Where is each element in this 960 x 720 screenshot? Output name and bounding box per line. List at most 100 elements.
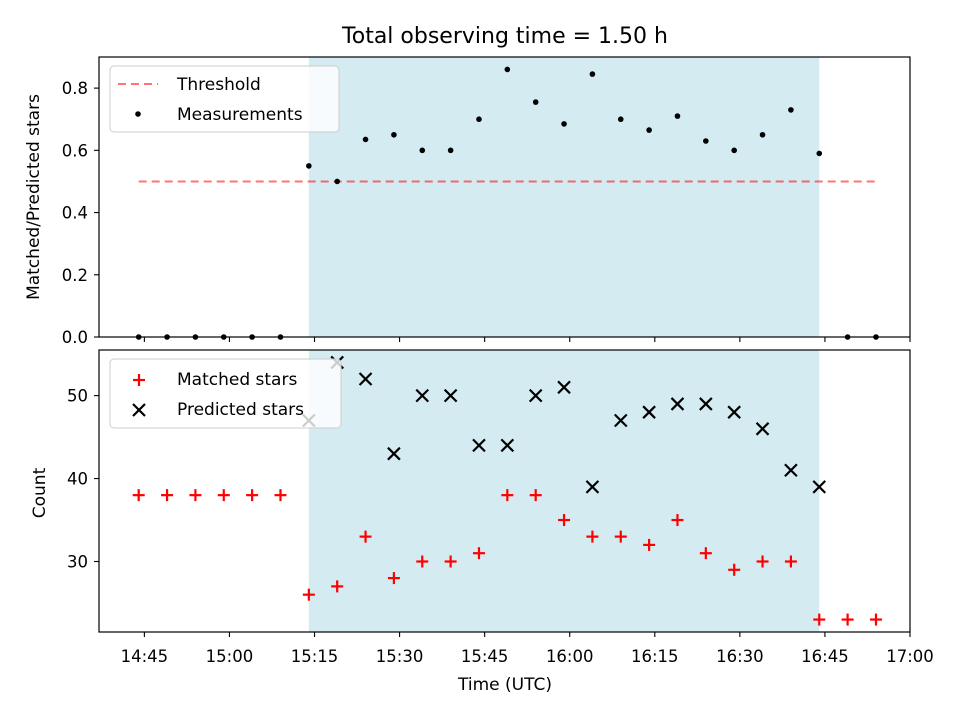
- bottom-legend-box: [109, 358, 342, 429]
- measurement-point: [617, 116, 624, 123]
- legend-measurements-swatch: [135, 111, 141, 117]
- y-tick-label: 50: [67, 387, 88, 406]
- matched-star-point: [699, 547, 712, 560]
- predicted-star-point: [557, 380, 571, 395]
- measurement-point: [306, 163, 312, 169]
- top-shaded-interval: [308, 57, 820, 337]
- predicted-star-point: [613, 413, 628, 428]
- predicted-marker-b: [387, 446, 401, 461]
- measurement-point: [334, 178, 340, 185]
- predicted-star-point: [699, 397, 713, 411]
- measurement-point: [476, 116, 482, 123]
- matched-star-point: [331, 580, 344, 593]
- predicted-marker-b: [727, 405, 741, 419]
- legend-matched-swatch: [133, 374, 145, 386]
- measurement-point: [731, 147, 737, 154]
- matched-star-point: [784, 555, 797, 568]
- matched-star-point: [586, 530, 599, 543]
- measurement-point: [504, 66, 511, 73]
- measurement-point: [674, 113, 681, 119]
- top-x-ticks: [143, 337, 911, 342]
- legend-threshold-label: Threshold: [176, 75, 261, 95]
- measurement-point: [362, 136, 369, 143]
- bottom-y-ticks: 30 40 50: [67, 387, 99, 572]
- legend-matched-label: Matched stars: [177, 370, 297, 390]
- x-tick-label: 15:45: [461, 647, 509, 666]
- x-tick-label: 16:15: [631, 647, 679, 666]
- measurement-point: [532, 99, 539, 105]
- x-tick-label: 17:00: [886, 647, 934, 666]
- matched-star-point: [246, 489, 259, 502]
- predicted-star-point: [415, 388, 430, 403]
- predicted-star-point: [670, 397, 685, 411]
- chart-title: Total observing time = 1.50 h: [341, 24, 668, 49]
- matched-star-point: [416, 555, 429, 568]
- predicted-marker-b: [528, 388, 543, 403]
- x-tick-label: 16:30: [716, 647, 764, 666]
- legend-predicted-label: Predicted stars: [177, 400, 304, 420]
- predicted-star-point: [812, 480, 827, 494]
- top-panel: 0.00.20.40.60.8 Matched/Predicted stars …: [24, 56, 911, 347]
- predicted-star-point: [387, 446, 401, 461]
- predicted-marker-b: [613, 413, 628, 428]
- measurement-point: [419, 147, 426, 154]
- matched-star-point: [444, 555, 457, 568]
- predicted-star-point: [755, 422, 770, 436]
- bottom-legend: Matched stars Predicted stars: [109, 358, 342, 429]
- legend-measurements-label: Measurements: [177, 105, 303, 125]
- top-axes-frame: [98, 56, 911, 338]
- matched-star-point: [217, 489, 230, 502]
- matched-star-point: [359, 530, 372, 543]
- predicted-star-point: [642, 405, 656, 419]
- predicted-marker-b: [670, 397, 685, 411]
- predicted-star-point: [727, 405, 741, 419]
- y-tick-label: 0.0: [62, 328, 88, 347]
- x-tick-label: 15:15: [291, 647, 339, 666]
- predicted-marker-b: [585, 480, 600, 494]
- matched-star-point: [472, 547, 485, 560]
- legend-predicted-swatch: [132, 403, 146, 417]
- matched-star-point: [614, 530, 627, 543]
- predicted-marker-b: [784, 463, 798, 478]
- matched-star-point: [161, 489, 174, 502]
- matched-star-point: [813, 613, 826, 626]
- predicted-marker-b: [443, 388, 458, 403]
- matched-star-point: [728, 563, 741, 576]
- measurement-point: [561, 121, 567, 127]
- matched-star-point: [558, 514, 571, 527]
- matched-star-point: [869, 613, 882, 626]
- top-legend: Threshold Measurements: [109, 65, 340, 133]
- measurement-point: [703, 138, 709, 144]
- y-tick-label: 0.2: [62, 266, 88, 285]
- x-axis-label: Time (UTC): [457, 675, 552, 695]
- bottom-axes-frame: [98, 349, 911, 633]
- predicted-star-point: [528, 388, 543, 403]
- x-tick-label: 16:00: [546, 647, 594, 666]
- x-tick-label: 14:45: [121, 647, 169, 666]
- matched-star-point: [132, 489, 145, 502]
- matched-star-point: [189, 489, 202, 502]
- predicted-marker-b: [812, 480, 827, 494]
- predicted-star-point: [784, 463, 798, 478]
- matched-star-point: [756, 555, 769, 568]
- predicted-marker-b: [500, 438, 515, 453]
- y-tick-label: 40: [67, 470, 88, 489]
- predicted-marker-b: [699, 397, 713, 411]
- y-tick-label: 30: [67, 553, 88, 572]
- y-tick-label: 0.8: [62, 79, 88, 98]
- measurement-point: [759, 131, 766, 138]
- matched-stars-series: [132, 489, 882, 626]
- top-y-axis-label: Matched/Predicted stars: [24, 94, 44, 300]
- bottom-x-ticks: 14:45 15:00 15:15 15:30 15:45 16:00 16:15 16:30…: [121, 632, 934, 666]
- predicted-marker-b: [472, 438, 486, 453]
- predicted-star-point: [585, 480, 600, 494]
- predicted-marker-b: [358, 372, 373, 386]
- matched-star-point: [501, 489, 514, 502]
- matched-star-point: [643, 538, 656, 551]
- matched-star-point: [274, 489, 287, 502]
- measurement-point: [788, 107, 794, 113]
- bottom-panel: 30 40 50 14:45 15:00 15:15 15:30 15:45 16:00 16:…: [30, 349, 934, 695]
- y-tick-label: 0.4: [62, 204, 88, 223]
- matched-star-point: [671, 514, 684, 527]
- y-tick-label: 0.6: [62, 141, 88, 160]
